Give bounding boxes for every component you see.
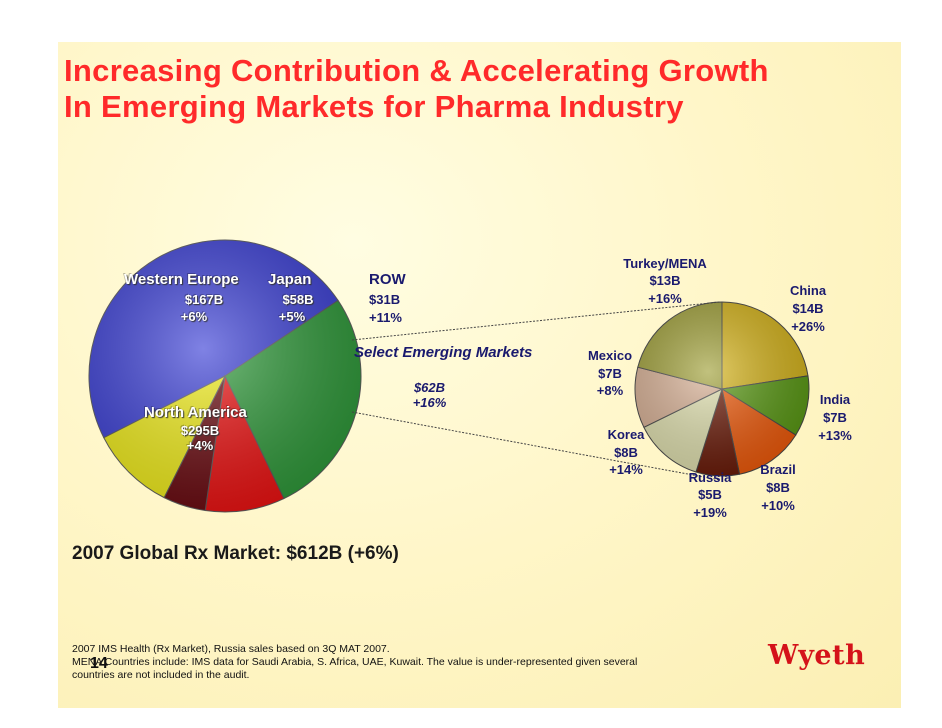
- growth-mexico: +8%: [596, 383, 624, 398]
- value-western-europe: $167B: [184, 292, 224, 307]
- value-india: $7B: [823, 410, 847, 425]
- label-western-europe: Western Europe: [124, 271, 239, 288]
- value-row: $31B: [369, 292, 401, 307]
- growth-north-america: +4%: [186, 438, 214, 453]
- label-mexico: Mexico: [587, 348, 633, 363]
- value-north-america: $295B: [180, 423, 220, 438]
- pie-shading: [635, 302, 809, 476]
- growth-japan: +5%: [278, 309, 306, 324]
- label-brazil: Brazil: [760, 462, 796, 477]
- footnote-line-2: MENA Countries include: IMS data for Sau…: [72, 656, 638, 668]
- page-number: 14: [90, 655, 108, 672]
- value-korea: $8B: [614, 445, 638, 460]
- title-line-1: Increasing Contribution & Accelerating G…: [64, 53, 769, 88]
- footnote-line-1: 2007 IMS Health (Rx Market), Russia sale…: [72, 643, 390, 655]
- growth-korea: +14%: [609, 462, 643, 477]
- value-mexico: $7B: [598, 366, 622, 381]
- growth-russia: +19%: [693, 505, 727, 520]
- label-japan: Japan: [268, 271, 312, 288]
- label-russia: Russia: [688, 470, 732, 485]
- label-india: India: [819, 392, 851, 407]
- value-china: $14B: [792, 301, 824, 316]
- footnote: 2007 IMS Health (Rx Market), Russia sale…: [72, 643, 752, 682]
- label-north-america: North America: [144, 404, 247, 421]
- growth-brazil: +10%: [761, 498, 795, 513]
- value-russia: $5B: [698, 487, 722, 502]
- title-line-2: In Emerging Markets for Pharma Industry: [64, 89, 684, 124]
- label-korea: Korea: [607, 427, 645, 442]
- label-china: China: [789, 283, 827, 298]
- slide-title: Increasing Contribution & Accelerating G…: [64, 53, 904, 125]
- growth-turkey-mena: +16%: [648, 291, 682, 306]
- value-brazil: $8B: [766, 480, 790, 495]
- pie-shading: [89, 240, 361, 512]
- footnote-line-3: countries are not included in the audit.: [72, 669, 250, 681]
- connector-line-bottom: [351, 411, 721, 481]
- label-select-emerging-markets: Select Emerging Markets: [354, 344, 533, 361]
- growth-row: +11%: [369, 310, 402, 325]
- growth-india: +13%: [818, 428, 852, 443]
- emerging-markets-pie: [634, 301, 810, 477]
- growth-china: +26%: [791, 319, 825, 334]
- label-turkey-mena: Turkey/MENA: [623, 256, 707, 271]
- value-select-emerging-markets: $62B: [413, 380, 446, 395]
- value-japan: $58B: [282, 292, 314, 307]
- connector-line-top: [351, 301, 721, 341]
- growth-select-emerging-markets: +16%: [412, 395, 447, 410]
- market-summary: 2007 Global Rx Market: $612B (+6%): [72, 543, 399, 564]
- wyeth-logo: Wyeth: [768, 640, 866, 671]
- growth-western-europe: +6%: [180, 309, 208, 324]
- label-row: ROW: [369, 271, 406, 288]
- global-market-pie: [88, 239, 362, 513]
- value-turkey-mena: $13B: [649, 273, 681, 288]
